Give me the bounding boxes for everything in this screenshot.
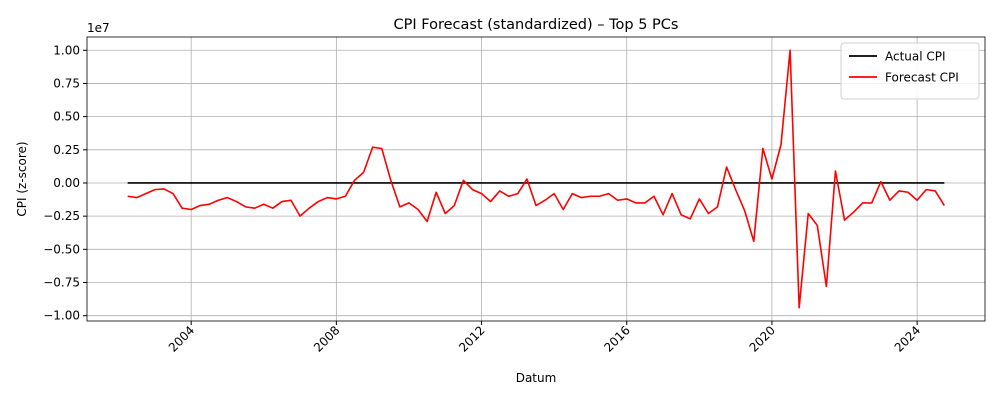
y-tick-label: 1.00 xyxy=(53,43,80,57)
plot-frame xyxy=(86,36,986,322)
x-tick-label: 2020 xyxy=(747,323,778,354)
y-tick-label: 0.50 xyxy=(53,110,80,124)
y-axis-label: CPI (z-score) xyxy=(15,141,29,216)
y-tick-label: −0.50 xyxy=(43,242,80,256)
y-tick-label: 0.00 xyxy=(53,176,80,190)
y-tick-label: −1.00 xyxy=(43,309,80,323)
x-tick-label: 2024 xyxy=(892,323,923,354)
legend-label: Forecast CPI xyxy=(885,71,959,85)
y-offset-label: 1e7 xyxy=(87,21,110,35)
chart-title: CPI Forecast (standardized) – Top 5 PCs xyxy=(394,17,679,33)
data-line xyxy=(127,49,946,309)
x-tick-label: 2012 xyxy=(456,323,487,354)
legend-box xyxy=(840,42,980,100)
y-tick-label: −0.25 xyxy=(43,209,80,223)
x-tick-label: 2008 xyxy=(311,323,342,354)
y-tick-label: 0.75 xyxy=(53,76,80,90)
x-tick-label: 2004 xyxy=(166,323,197,354)
y-tick-label: 0.25 xyxy=(53,143,80,157)
x-axis-label: Datum xyxy=(516,371,557,385)
y-tick-label: −0.75 xyxy=(43,276,80,290)
x-tick-label: 2016 xyxy=(601,323,632,354)
legend-label: Actual CPI xyxy=(885,50,946,64)
